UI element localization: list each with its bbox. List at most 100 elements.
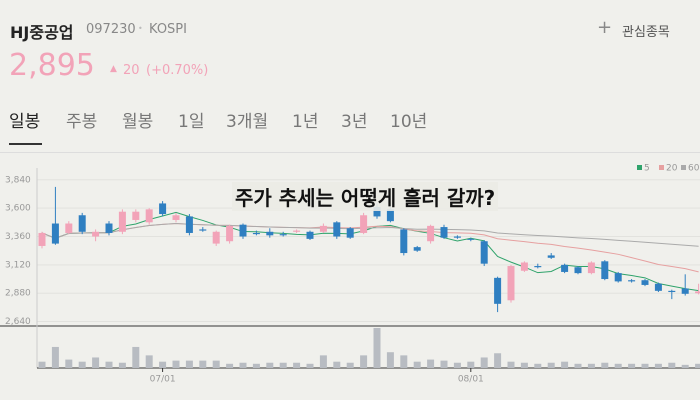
candle-body [333,222,341,237]
tab[interactable]: 10년 [390,112,428,132]
candle-body [346,228,354,238]
candle-body [92,231,100,237]
divider [0,152,700,153]
candle-body [373,206,381,217]
candle-body [547,255,555,258]
volume-bar [413,361,421,368]
candle-body [453,236,461,238]
price: 2,895 [9,48,95,83]
change: 20 [123,63,140,78]
volume-bar [279,362,287,368]
volume-bar [400,355,408,368]
change-pct: (+0.70%) [146,63,209,78]
candle-body [212,231,220,244]
volume-bar [695,363,700,368]
candle-body [467,238,475,240]
moving-average [41,223,699,247]
candle-body [226,225,234,242]
volume-bar [145,355,153,368]
candle-body [574,267,582,274]
candle-body [252,232,260,235]
candle-body [185,216,193,233]
legend-label: 60 [688,164,700,174]
candle-body [51,223,59,244]
volume-bar [185,360,193,368]
volume-bar [386,352,394,368]
y-tick-label: 2,880 [5,289,31,299]
overlay-caption: 주가 추세는 어떻게 흘러 갈까? [232,182,499,211]
legend-swatch [681,165,686,170]
candle-body [279,234,287,236]
tab[interactable]: 일봉 [9,112,41,132]
y-tick-label: 3,840 [5,175,31,185]
up-arrow: ▲ [110,64,117,74]
candle-body [413,247,421,251]
volume-bar [212,360,220,368]
candle-body [480,241,488,264]
volume-bar [654,363,662,368]
tab[interactable]: 1년 [292,112,319,132]
candle-body [641,280,649,285]
candle-body [561,264,569,272]
legend-swatch [659,165,664,170]
candle-body [400,229,408,254]
watch-button[interactable]: 관심종목 [622,25,670,40]
candle-body [239,224,247,237]
candle-body [159,203,167,215]
volume-bar [78,361,86,368]
tab[interactable]: 주봉 [66,112,98,132]
x-tick-label: 08/01 [458,375,484,385]
candle-body [520,262,528,271]
legend-swatch [637,165,642,170]
volume-bar [65,359,73,368]
candle-body [614,273,622,282]
candle-body [507,266,515,301]
candle-body [38,232,46,246]
volume-bar [159,361,167,368]
y-tick-label: 2,640 [5,317,31,327]
volume-bar [172,360,180,368]
volume-bar [547,362,555,368]
volume-bar [494,353,502,368]
candle-body [668,290,676,293]
volume-bar [360,355,368,368]
tab[interactable]: 1일 [178,112,205,132]
candle-body [266,231,274,236]
tab[interactable]: 3년 [341,112,368,132]
candle-body [199,229,207,231]
volume-bar [293,362,301,368]
volume-bar [641,363,649,368]
volume-bar [453,362,461,368]
volume-bar [373,328,381,368]
candle-body [494,277,502,304]
volume-bar [333,361,341,368]
volume-bar [614,363,622,368]
volume-bar [601,362,609,368]
volume-bar [132,346,140,368]
volume-bar [467,361,475,368]
candle-body [172,215,180,220]
volume-bar [681,364,689,368]
volume-bar [668,362,676,368]
stock-name: HJ중공업 [10,23,74,42]
candle-body [427,225,435,242]
candle-body [319,225,327,232]
volume-bar [628,363,636,368]
candle-body [695,291,700,294]
x-tick-label: 07/01 [150,375,176,385]
tab[interactable]: 3개월 [226,112,269,132]
plus-icon[interactable]: + [597,17,613,38]
volume-bar [118,362,126,368]
volume-bar [534,363,542,368]
volume-bar [319,355,327,368]
candle-body [601,261,609,280]
volume-bar [507,361,515,368]
volume-bar [51,346,59,368]
tab[interactable]: 월봉 [122,112,154,132]
volume-bar [520,362,528,368]
volume-bar [306,363,314,368]
volume-bar [38,361,46,368]
candle-body [654,283,662,291]
candle-body [118,211,126,232]
